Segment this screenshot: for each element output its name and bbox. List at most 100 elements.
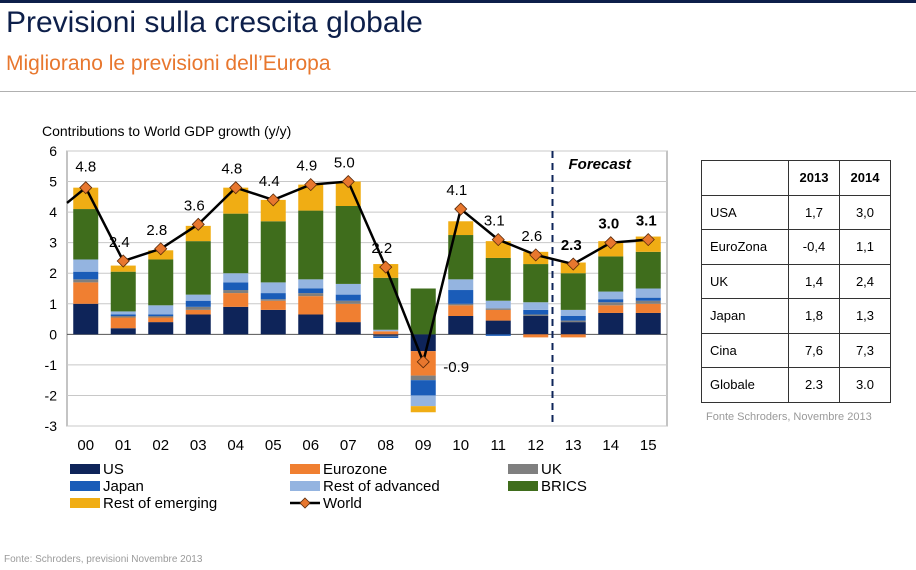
bar-segment	[485, 308, 511, 310]
bar-segment	[148, 322, 174, 335]
x-tick-label: 04	[227, 437, 244, 454]
world-data-label: -0.9	[443, 359, 469, 376]
bar-segment	[298, 279, 324, 289]
x-tick-label: 12	[527, 437, 544, 454]
legend-label: World	[323, 495, 362, 512]
page-subtitle: Migliorano le previsioni dell’Europa	[6, 52, 331, 75]
bar-segment	[185, 294, 211, 301]
bar-segment	[373, 334, 399, 336]
bar-segment	[335, 303, 361, 323]
legend-swatch	[70, 481, 100, 491]
world-data-label: 3.1	[484, 213, 505, 230]
bar-segment	[110, 314, 136, 316]
bar-segment	[185, 314, 211, 335]
bar-segment	[448, 305, 474, 316]
table-cell-2014: 2,4	[839, 263, 891, 299]
table-cell-2013: -0,4	[788, 229, 840, 265]
bar-segment	[560, 320, 586, 323]
bar-segment	[73, 271, 99, 280]
bar-segment	[110, 311, 136, 315]
x-tick-label: 00	[77, 437, 94, 454]
page-title: Previsioni sulla crescita globale	[6, 6, 423, 39]
bar-segment	[148, 314, 174, 316]
world-point	[416, 355, 430, 369]
bar-segment	[523, 302, 549, 310]
table-cell-2014: 1,3	[839, 298, 891, 334]
bar-segment	[523, 264, 549, 303]
bar-segment	[635, 288, 661, 298]
header-divider	[0, 91, 916, 92]
y-tick-label: 0	[49, 326, 57, 342]
world-data-label: 4.8	[75, 159, 96, 176]
bar-segment	[73, 209, 99, 260]
bar-segment	[335, 322, 361, 335]
world-data-label: 2.4	[109, 234, 130, 251]
table-cell-2013: 2.3	[788, 367, 840, 403]
x-tick-label: 01	[115, 437, 132, 454]
bar-segment	[185, 300, 211, 307]
table-source: Fonte Schroders, Novembre 2013	[706, 411, 872, 423]
table-cell-country: Cina	[701, 332, 789, 368]
bar-segment	[485, 257, 511, 301]
legend-swatch	[70, 464, 100, 474]
x-tick-label: 15	[640, 437, 657, 454]
bar-segment	[185, 306, 211, 310]
table-cell-2014: 7,3	[839, 332, 891, 368]
bar-segment	[485, 309, 511, 321]
legend-label: UK	[541, 461, 562, 478]
table-cell-country: Japan	[701, 298, 789, 334]
y-tick-label: -1	[45, 357, 58, 373]
world-data-label: 2.8	[146, 222, 167, 239]
table-cell-2013: 1,7	[788, 194, 840, 230]
world-data-label: 3.1	[636, 213, 657, 230]
bar-segment	[635, 297, 661, 301]
bar-segment	[635, 300, 661, 304]
table-header-2013: 2013	[788, 160, 840, 196]
table-cell-2013: 1,8	[788, 298, 840, 334]
legend-world-marker	[299, 497, 311, 509]
legend-label: Rest of emerging	[103, 495, 217, 512]
bar-segment	[223, 273, 249, 283]
bar-segment	[298, 314, 324, 335]
table-cell-2013: 1,4	[788, 263, 840, 299]
world-point	[529, 248, 543, 262]
world-point	[79, 181, 93, 195]
bar-segment	[335, 283, 361, 295]
bar-segment	[73, 259, 99, 272]
bar-segment	[148, 317, 174, 323]
bar-segment	[598, 299, 624, 303]
y-tick-label: -2	[45, 387, 58, 403]
bar-segment	[298, 210, 324, 280]
table-header-row: 2013 2014	[701, 160, 891, 196]
bar-segment	[298, 296, 324, 315]
bar-segment	[260, 199, 286, 222]
bar-segment	[410, 406, 436, 413]
bar-segment	[635, 312, 661, 335]
bar-segment	[448, 221, 474, 236]
bar-segment	[185, 241, 211, 295]
bar-segment	[110, 271, 136, 312]
world-data-label: 3.0	[598, 216, 619, 233]
y-tick-label: 2	[49, 265, 57, 281]
bar-segment	[448, 279, 474, 291]
bar-segment	[110, 265, 136, 272]
table-cell-country: USA	[701, 194, 789, 230]
bar-segment	[110, 317, 136, 329]
bar-segment	[635, 303, 661, 313]
bar-segment	[523, 314, 549, 316]
bar-segment	[560, 309, 586, 316]
legend-swatch	[508, 481, 538, 491]
world-point	[229, 181, 243, 195]
world-point	[116, 254, 130, 268]
bar-segment	[373, 329, 399, 332]
bar-segment	[598, 312, 624, 335]
bar-segment	[560, 316, 586, 321]
bar-segment	[560, 334, 586, 338]
chart-title: Contributions to World GDP growth (y/y)	[42, 123, 291, 139]
bar-segment	[598, 305, 624, 313]
bar-segment	[373, 336, 399, 338]
bar-segment	[523, 334, 549, 338]
bar-segment	[485, 241, 511, 258]
world-data-label: 4.4	[259, 173, 280, 190]
